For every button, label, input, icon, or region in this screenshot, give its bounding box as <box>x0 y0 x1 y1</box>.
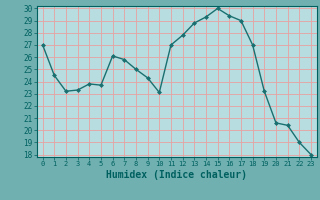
X-axis label: Humidex (Indice chaleur): Humidex (Indice chaleur) <box>106 170 247 180</box>
